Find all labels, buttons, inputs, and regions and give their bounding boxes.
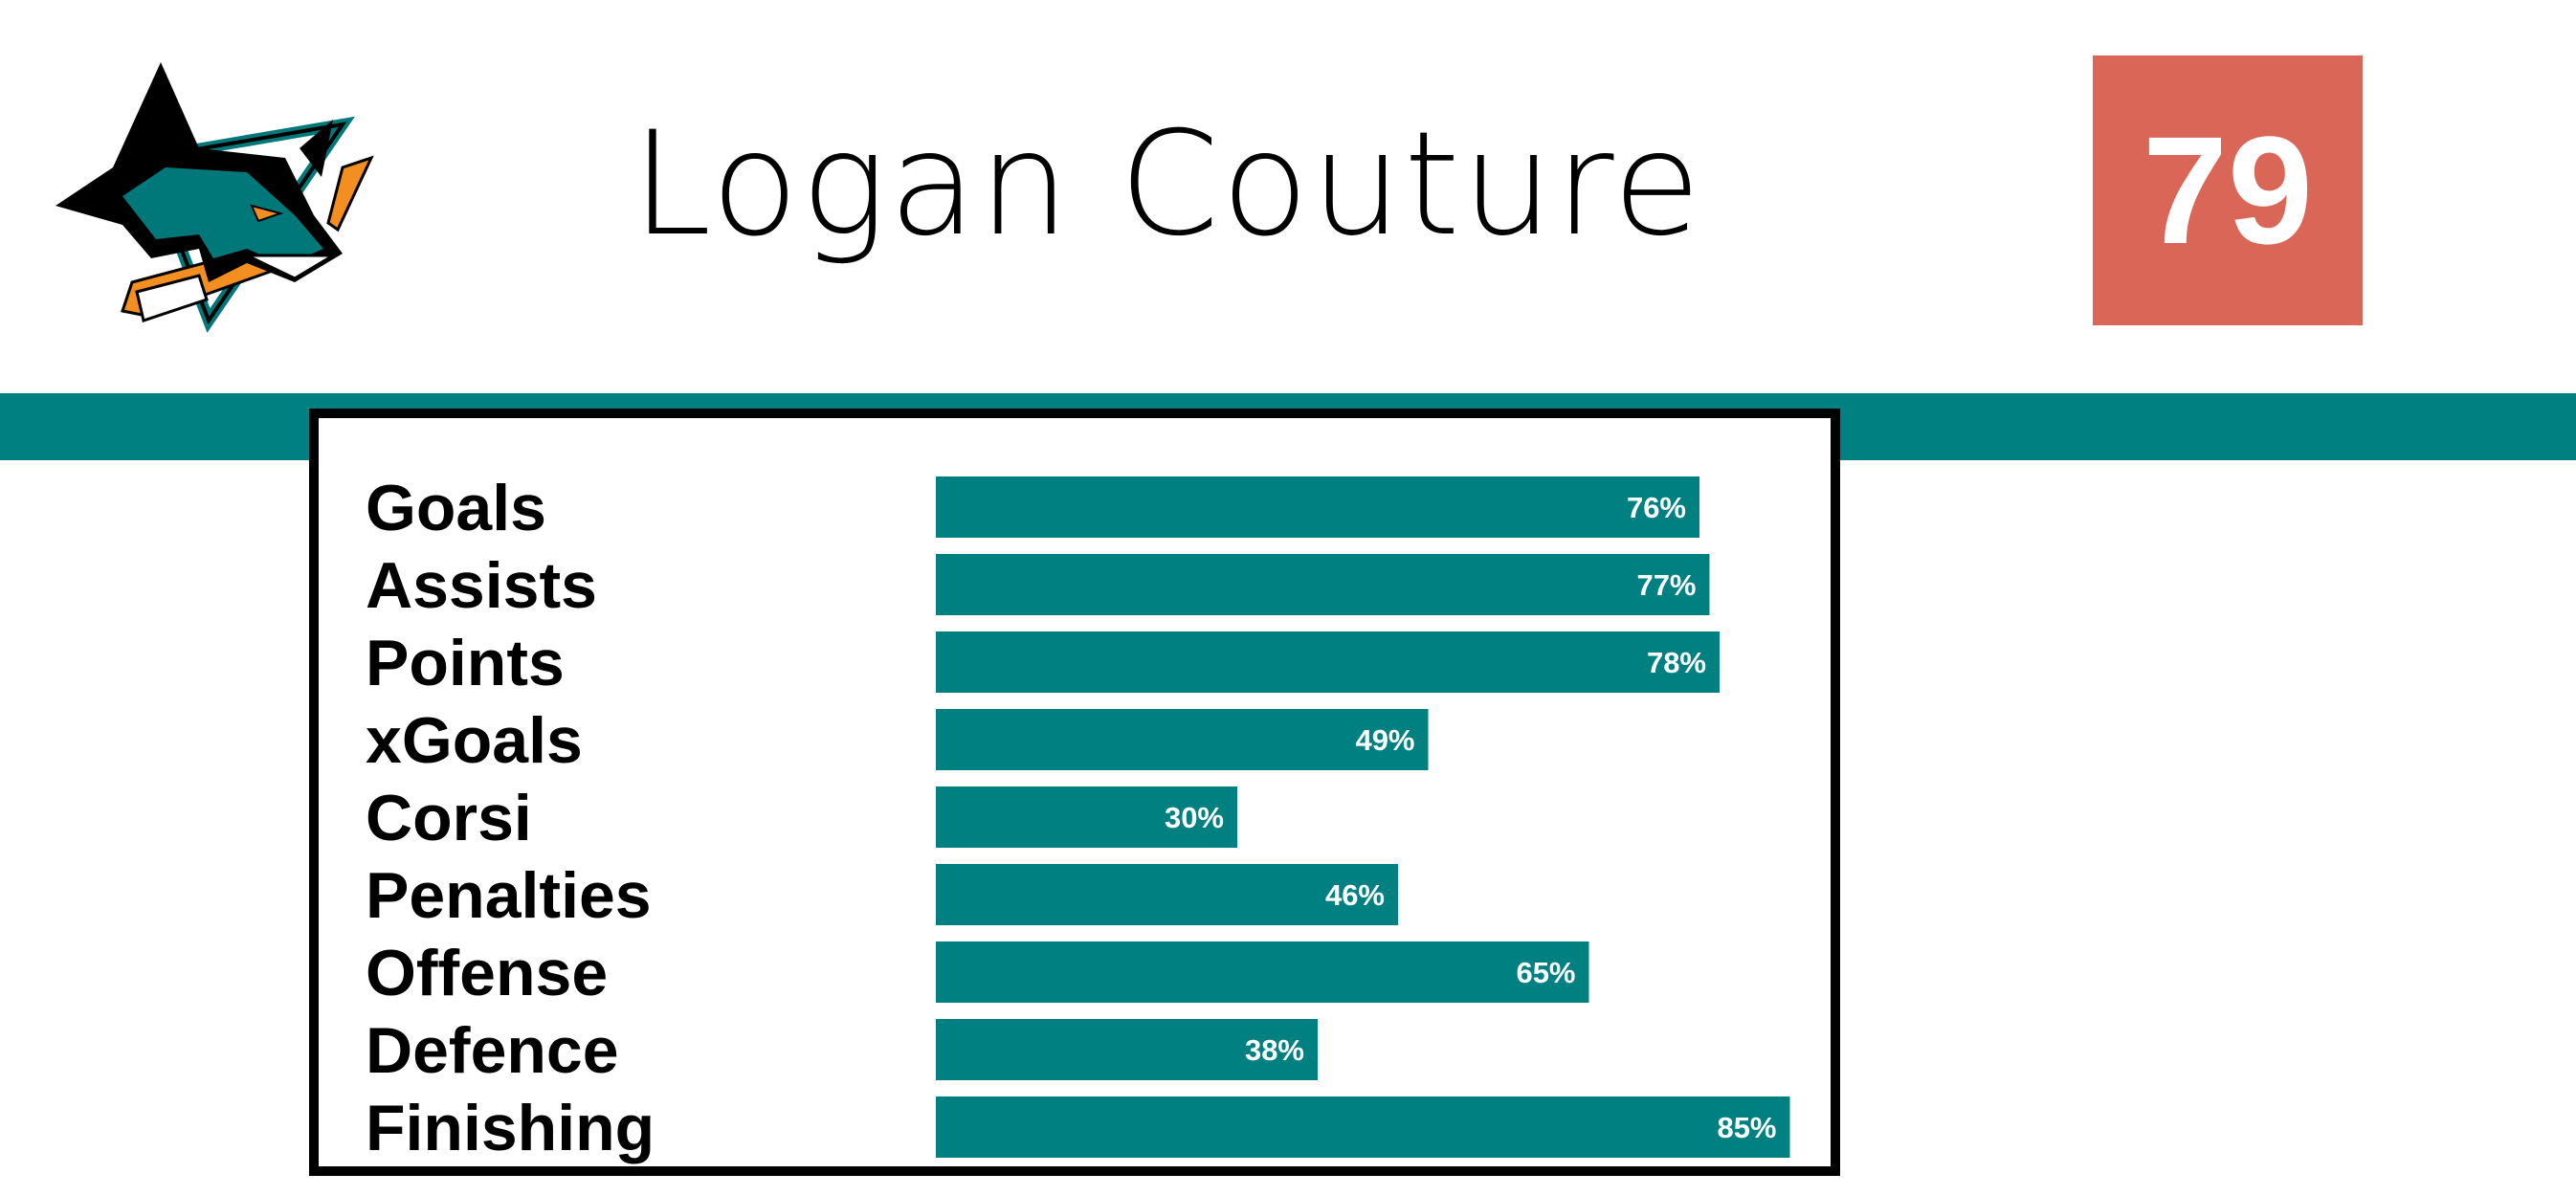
player-name: Logan Couture bbox=[632, 101, 1703, 268]
overall-rating-badge: 79 bbox=[2093, 55, 2363, 325]
san-jose-sharks-logo-icon bbox=[56, 62, 374, 333]
overall-rating-value: 79 bbox=[2143, 104, 2313, 276]
chart-frame bbox=[309, 409, 1840, 1176]
